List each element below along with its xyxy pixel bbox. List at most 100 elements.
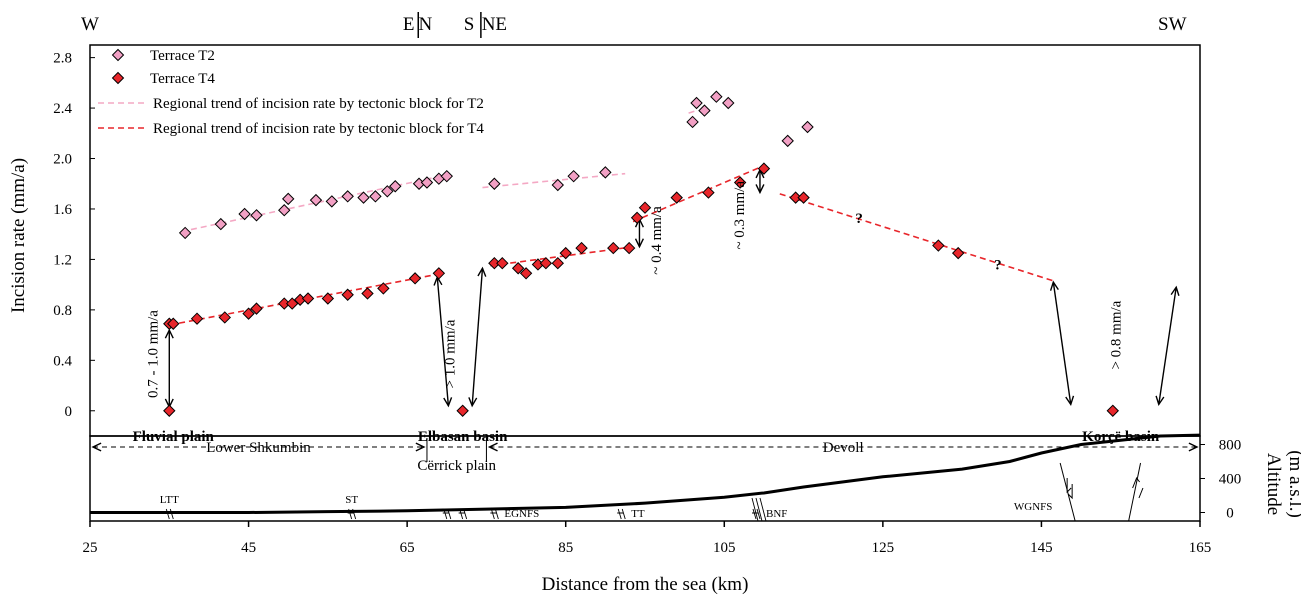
data-point xyxy=(599,166,612,179)
arrow-head xyxy=(415,442,426,452)
x-axis-label: Distance from the sea (km) xyxy=(542,574,749,595)
direction-label: W xyxy=(81,14,99,35)
data-point xyxy=(163,404,176,417)
data-point xyxy=(178,226,192,240)
terrace-points xyxy=(163,90,1119,417)
data-point xyxy=(559,246,572,260)
data-point xyxy=(250,209,263,222)
fault-symbol xyxy=(458,508,468,520)
data-point xyxy=(488,177,501,190)
fault-symbol xyxy=(752,508,761,520)
arrow-head xyxy=(1188,442,1199,452)
rate-arrow xyxy=(436,277,450,406)
fault-label: BNF xyxy=(766,508,787,520)
data-point xyxy=(408,272,422,285)
legend-marker xyxy=(111,71,125,85)
arrow-head xyxy=(1065,395,1075,407)
data-point xyxy=(781,134,794,148)
river-profile-line xyxy=(90,433,1201,514)
trend-segment xyxy=(169,272,443,326)
annotations: 0.7 - 1.0 mm/a > 1.0 mm/a ~ 0.4 mm/a ~ 0.3 … xyxy=(133,181,1160,445)
data-point xyxy=(301,292,315,305)
trend-segment xyxy=(482,172,626,189)
x-tick-label: 165 xyxy=(1189,540,1212,556)
altitude-tick-label: 400 xyxy=(1219,472,1242,488)
incision-rate-panel: 0 0.4 0.8 1.2 1.6 2.0 2.4 2.8 Incision rate (mm… xyxy=(8,44,1201,445)
fault-plane xyxy=(1128,462,1142,522)
data-point xyxy=(432,267,446,280)
data-point xyxy=(567,169,580,183)
y-axis-ticks: 0 0.4 0.8 1.2 1.6 2.0 2.4 2.8 xyxy=(53,51,95,420)
x-tick-label: 45 xyxy=(241,540,256,556)
x-tick-label: 105 xyxy=(713,540,736,556)
data-point xyxy=(285,297,299,310)
trend-segment xyxy=(779,193,1054,282)
x-tick-label: 85 xyxy=(558,540,573,556)
y-tick-label: 1.6 xyxy=(53,202,72,218)
data-point xyxy=(607,241,620,255)
data-point xyxy=(630,211,644,225)
data-point xyxy=(420,176,434,189)
place-label: Elbasan basin xyxy=(418,429,508,445)
data-point xyxy=(519,267,533,280)
altitude-axis-unit: (m a.s.l.) xyxy=(1285,450,1301,518)
data-point xyxy=(361,287,374,300)
direction-label: N xyxy=(419,14,433,35)
altitude-tick-label: 800 xyxy=(1219,438,1242,454)
data-point xyxy=(496,256,509,270)
data-point xyxy=(539,256,553,270)
data-point xyxy=(214,217,228,231)
fault-label: EGNFS xyxy=(504,508,539,520)
direction-label: SW xyxy=(1158,14,1187,35)
data-point xyxy=(797,191,810,204)
rate-annotation: 0.7 - 1.0 mm/a xyxy=(145,310,161,398)
legend-label: Terrace T2 xyxy=(150,48,215,64)
data-point xyxy=(218,311,231,324)
x-tick-label: 65 xyxy=(400,540,415,556)
data-point xyxy=(167,317,180,330)
data-point xyxy=(341,190,354,203)
data-point xyxy=(622,241,636,255)
data-point xyxy=(951,246,965,260)
x-tick-label: 25 xyxy=(83,540,98,556)
rate-annotation: ~ 0.4 mm/a xyxy=(649,206,665,275)
fault-label: ST xyxy=(345,494,358,506)
arrow-head xyxy=(477,266,487,277)
fault-motion xyxy=(1066,478,1073,500)
data-point xyxy=(282,192,295,206)
data-point xyxy=(309,193,323,207)
arrow-head xyxy=(634,238,644,249)
trend-lines xyxy=(169,109,1054,326)
data-point xyxy=(242,307,255,320)
data-point xyxy=(190,312,204,325)
rate-arrow xyxy=(1052,282,1072,405)
fault-symbol xyxy=(442,508,452,520)
uncertain-mark: ? xyxy=(855,211,863,227)
arrow-head xyxy=(487,442,498,452)
data-point xyxy=(357,191,370,204)
data-point xyxy=(250,302,263,315)
x-tick-label: 125 xyxy=(872,540,895,556)
arrow-head xyxy=(443,397,453,408)
data-point xyxy=(702,186,715,199)
data-point xyxy=(551,256,564,270)
data-point xyxy=(757,162,771,175)
fault-motion xyxy=(1132,476,1144,499)
direction-label: NE xyxy=(482,14,507,35)
data-point xyxy=(341,288,354,301)
data-point xyxy=(325,195,339,208)
data-point xyxy=(381,185,394,198)
data-point xyxy=(722,96,735,110)
legend-label: Terrace T4 xyxy=(150,71,215,87)
arrow-head xyxy=(1049,280,1059,291)
data-point xyxy=(801,120,814,134)
fault-label: TT xyxy=(631,508,645,520)
fault-label: LTT xyxy=(160,494,179,506)
zone-label: Lower Shkumbin xyxy=(206,440,311,456)
trend-segment xyxy=(490,246,634,267)
data-point xyxy=(377,282,390,295)
data-point xyxy=(638,201,652,214)
data-point xyxy=(670,191,683,204)
arrow-head xyxy=(468,397,478,408)
data-point xyxy=(698,104,711,117)
